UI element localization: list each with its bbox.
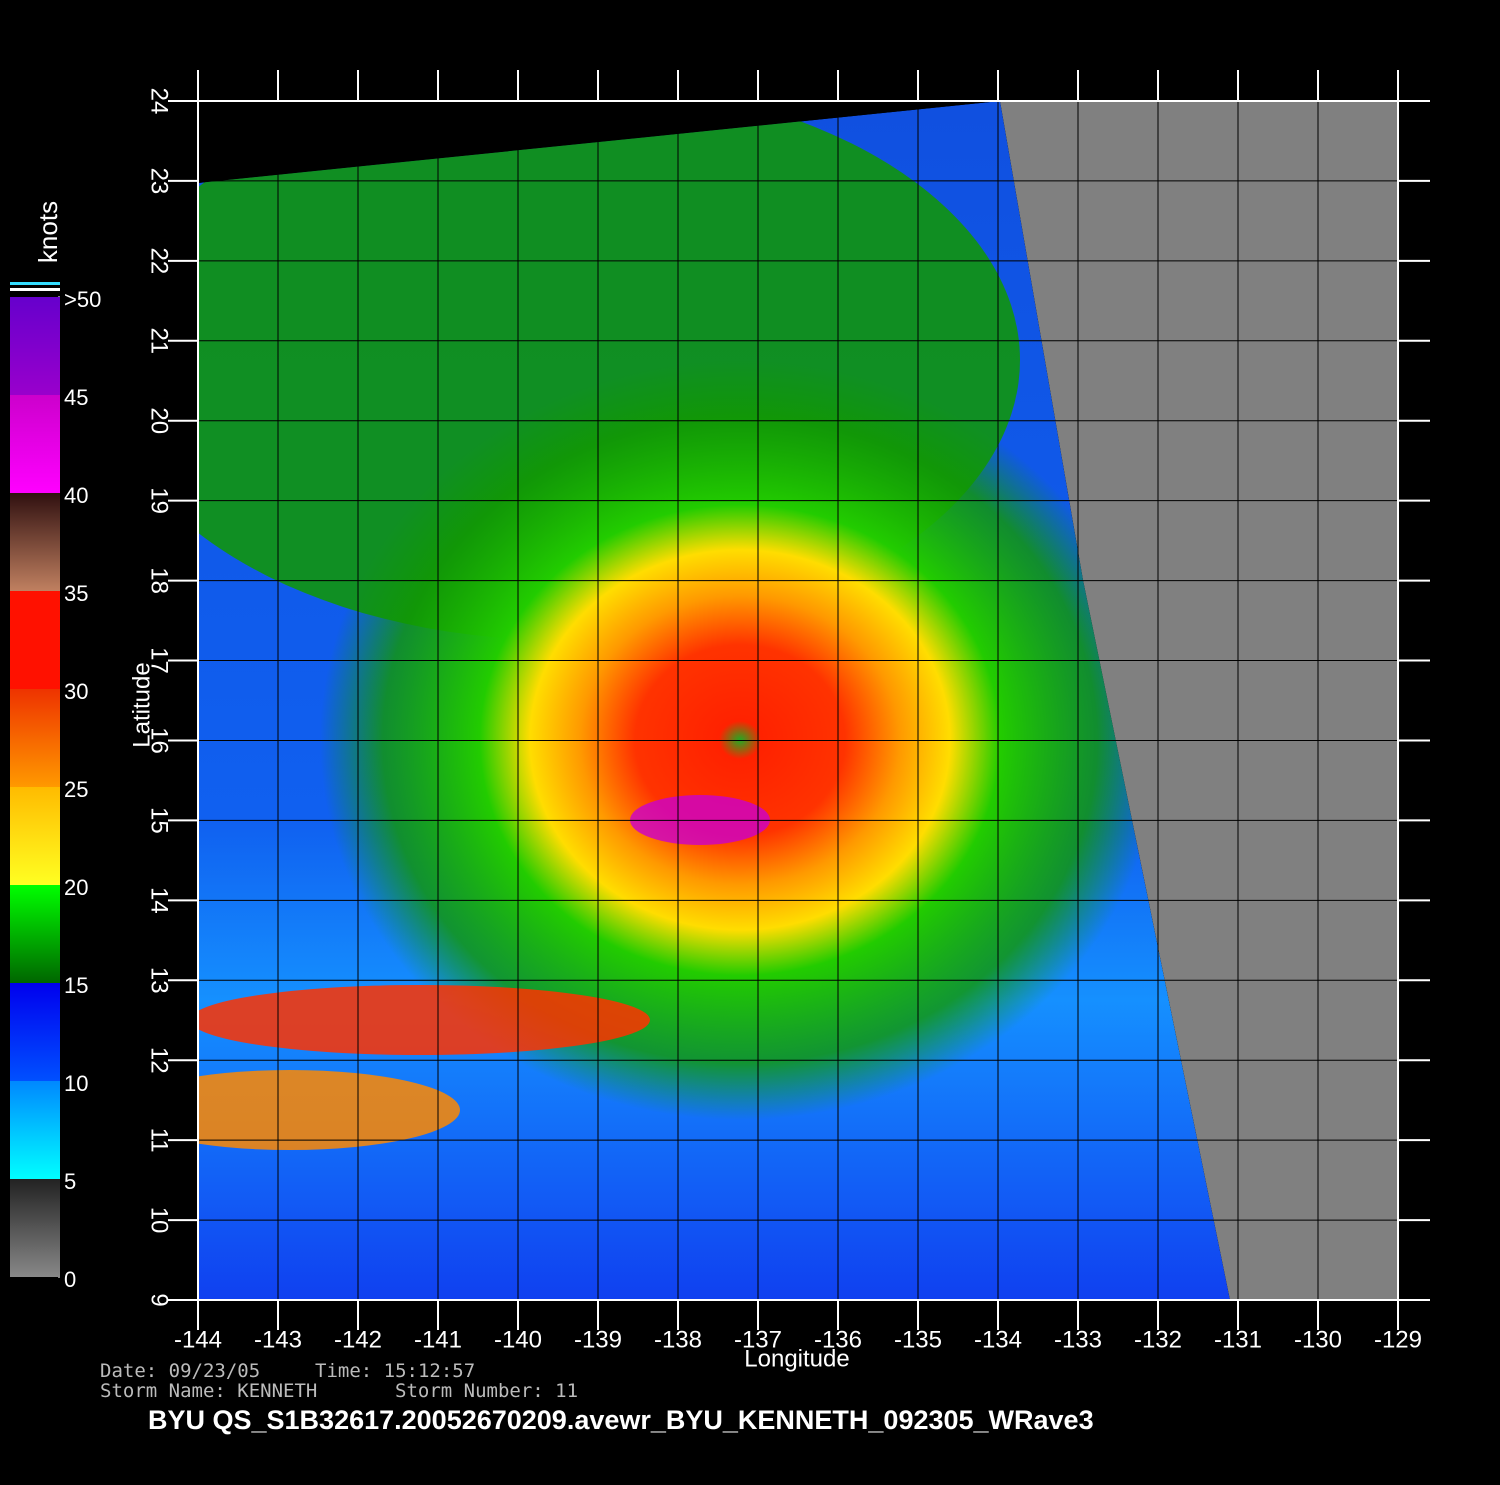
x-tick-label: -140	[494, 1326, 542, 1353]
y-tick-label: 10	[146, 1207, 173, 1234]
y-tick-label: 23	[146, 168, 173, 195]
y-tick-label: 14	[146, 887, 173, 914]
rainband	[198, 985, 650, 1055]
colorbar	[10, 297, 60, 1277]
rainband	[198, 1070, 460, 1150]
storm-name: Storm Name: KENNETH	[100, 1380, 317, 1402]
wind-swath	[198, 101, 1230, 1300]
x-tick-label: -131	[1214, 1326, 1262, 1353]
colorbar-tick-label: 30	[64, 679, 88, 704]
colorbar-tick-label: 5	[64, 1169, 76, 1194]
colorbar-tick-label: 35	[64, 581, 88, 606]
x-axis-label: Longitude	[744, 1345, 849, 1372]
title: BYU QS_S1B32617.20052670209.avewr_BYU_KE…	[148, 1405, 1094, 1435]
x-tick-label: -136	[814, 1326, 862, 1353]
axes: -144 -143 -142 -141 -140 -139 -138 -137 -136 -135…	[58, 70, 1430, 1353]
y-tick-label: 18	[146, 567, 173, 594]
x-tick-label: -132	[1134, 1326, 1182, 1353]
x-tick-label: -139	[574, 1326, 622, 1353]
time: Time: 15:12:57	[315, 1360, 475, 1382]
x-tick-label: -133	[1054, 1326, 1102, 1353]
x-tick-label: -137	[734, 1326, 782, 1353]
date: Date: 09/23/05	[100, 1360, 260, 1382]
x-tick-label: -130	[1294, 1326, 1342, 1353]
colorbar-cap	[10, 288, 60, 291]
no-data	[1000, 101, 1398, 1300]
y-tick-label: 13	[146, 967, 173, 994]
y-tick-label: 17	[146, 647, 173, 674]
x-tick-label: -141	[414, 1326, 462, 1353]
y-tick-label: 22	[146, 248, 173, 275]
x-tick-label: -129	[1374, 1326, 1422, 1353]
y-axis-label: Latitude	[128, 662, 155, 747]
y-tick-label: 19	[146, 487, 173, 514]
x-tick-label: -134	[974, 1326, 1022, 1353]
y-tick-label: 24	[146, 88, 173, 115]
colorbar-cap	[10, 282, 60, 285]
y-tick-label: 16	[146, 727, 173, 754]
y-tick-label: 11	[146, 1128, 173, 1153]
y-tick-label: 9	[146, 1293, 173, 1306]
colorbar-tick-label: 10	[64, 1071, 88, 1096]
colorbar-tick-label: 20	[64, 875, 88, 900]
x-tick-label: -142	[334, 1326, 382, 1353]
y-tick-label: 20	[146, 407, 173, 434]
y-tick-label: 21	[146, 327, 173, 354]
colorbar-tick-label: >50	[64, 287, 101, 312]
storm-number: Storm Number: 11	[395, 1380, 578, 1402]
colorbar-tick-label: 0	[64, 1267, 76, 1292]
colorbar-tick-label: 25	[64, 777, 88, 802]
colorbar-tick-label: 40	[64, 483, 88, 508]
y-tick-label: 15	[146, 807, 173, 834]
x-tick-label: -143	[254, 1326, 302, 1353]
colorbar-label: knots	[33, 201, 63, 263]
colorbar-tick-label: 45	[64, 385, 88, 410]
x-tick-label: -135	[894, 1326, 942, 1353]
y-tick-label: 12	[146, 1047, 173, 1074]
x-tick-label: -144	[174, 1326, 222, 1353]
x-tick-label: -138	[654, 1326, 702, 1353]
colorbar-tick-label: 15	[64, 973, 88, 998]
